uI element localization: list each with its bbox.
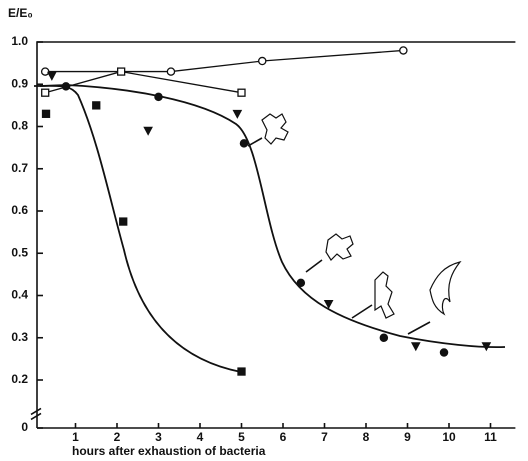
y-tick-label: 0.4 — [11, 288, 28, 302]
x-tick-label: 2 — [114, 430, 121, 444]
x-tick-label: 9 — [404, 430, 411, 444]
point — [42, 89, 49, 96]
point — [93, 102, 100, 109]
bacteria-sketch — [248, 114, 460, 334]
point — [155, 93, 162, 100]
y-axis-title: E/E₀ — [8, 6, 33, 20]
y-tick-label: 0.7 — [11, 161, 28, 175]
chart: E/E₀ hours after exhaustion of bacteria … — [0, 0, 528, 461]
x-tick-label: 4 — [197, 430, 204, 444]
y-tick-label: 0.5 — [11, 245, 28, 259]
point — [412, 343, 420, 351]
point — [167, 68, 174, 75]
point — [42, 68, 49, 75]
point — [259, 57, 266, 64]
x-tick-label: 1 — [72, 430, 79, 444]
point — [62, 83, 69, 90]
x-tick-label: 5 — [238, 430, 245, 444]
axis-break — [31, 408, 41, 419]
x-axis-title: hours after exhaustion of bacteria — [72, 444, 266, 458]
x-tick-label: 7 — [321, 430, 328, 444]
point — [144, 127, 152, 135]
x-tick-label: 8 — [363, 430, 370, 444]
point — [297, 279, 304, 286]
y-tick-label: 0.3 — [11, 330, 28, 344]
point — [118, 68, 125, 75]
y-tick-label: 0.8 — [11, 119, 28, 133]
y-tick-label: 1.0 — [11, 34, 28, 48]
x-tick-label: 3 — [155, 430, 162, 444]
fit-curve — [34, 86, 241, 372]
x-tick-label: 10 — [442, 430, 456, 444]
point — [380, 334, 387, 341]
point — [400, 47, 407, 54]
x-tick-label: 6 — [280, 430, 287, 444]
point — [238, 368, 245, 375]
point — [240, 140, 247, 147]
y-tick-label: 0.2 — [11, 372, 28, 386]
series-line — [45, 50, 403, 71]
point — [238, 89, 245, 96]
point — [48, 72, 56, 80]
point — [440, 349, 447, 356]
y-tick-label: 0.6 — [11, 203, 28, 217]
point — [43, 110, 50, 117]
page: {"chart_data":{"type":"scatter","y_label… — [0, 0, 528, 461]
x-tick-label: 11 — [484, 430, 497, 444]
point — [233, 110, 241, 118]
series-line — [45, 72, 241, 93]
point — [120, 218, 127, 225]
y-tick-label: 0 — [21, 420, 28, 434]
y-tick-label: 0.9 — [11, 76, 28, 90]
axis-frame — [37, 42, 515, 428]
